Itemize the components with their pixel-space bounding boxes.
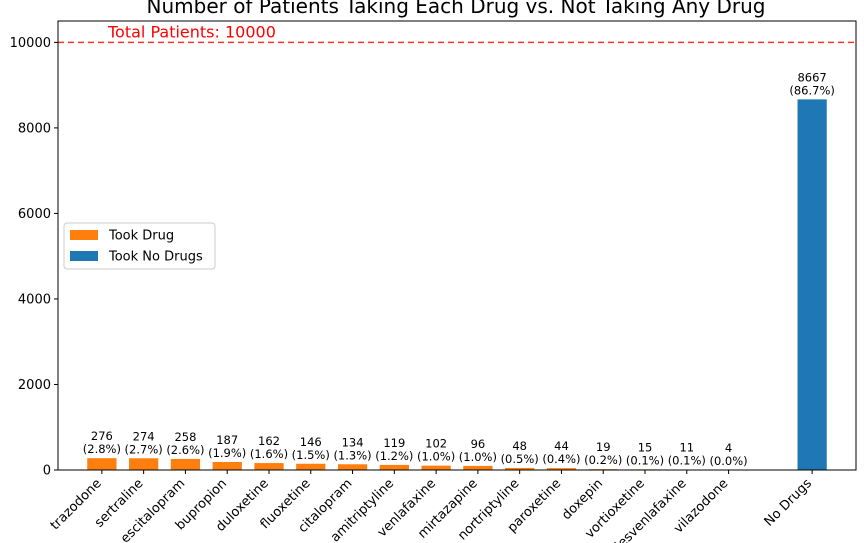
y-tick-label: 2000 — [18, 378, 51, 393]
bar-percent-label: (0.4%) — [542, 452, 580, 466]
bar-value-label: 8667 — [797, 70, 826, 84]
bar-percent-label: (2.6%) — [166, 443, 204, 457]
bar-value-label: 258 — [174, 430, 196, 444]
bar-mirtazapine — [463, 465, 493, 470]
bar-percent-label: (1.9%) — [208, 446, 246, 460]
bar-percent-label: (0.1%) — [668, 454, 706, 468]
bar-value-label: 119 — [383, 436, 405, 450]
y-tick-label: 8000 — [18, 121, 51, 136]
chart-title: Number of Patients Taking Each Drug vs. … — [147, 0, 766, 18]
bar-trazodone — [87, 458, 117, 470]
legend-label: Took No Drugs — [108, 250, 203, 265]
bar-value-label: 11 — [679, 441, 694, 455]
bar-percent-label: (1.0%) — [459, 450, 497, 464]
bar-percent-label: (0.2%) — [584, 453, 622, 467]
bar-value-label: 146 — [300, 435, 322, 449]
bar-value-label: 187 — [216, 433, 238, 447]
bar-percent-label: (1.2%) — [375, 449, 413, 463]
bar-venlafaxine — [421, 465, 451, 470]
legend-box — [63, 222, 216, 270]
bar-duloxetine — [254, 463, 284, 470]
y-tick-label: 4000 — [18, 292, 51, 307]
bar-value-label: 162 — [258, 434, 280, 448]
bar-percent-label: (1.5%) — [292, 448, 330, 462]
bar-percent-label: (0.1%) — [626, 453, 664, 467]
bar-bupropion — [212, 462, 242, 470]
legend: Took Drug Took No Drugs — [63, 222, 216, 270]
reference-line-label: Total Patients: 10000 — [107, 22, 276, 41]
plot-area: Total Patients: 10000 276(2.8%) 274(2.7%) 2… — [58, 22, 856, 470]
bar-value-label: 44 — [554, 439, 569, 453]
bar-percent-label: (0.0%) — [709, 454, 747, 468]
bar-value-label: 276 — [91, 429, 113, 443]
y-tick-label: 6000 — [18, 207, 51, 222]
plot-frame — [57, 20, 857, 471]
legend-swatch — [70, 251, 98, 261]
bar-amitriptyline — [379, 464, 409, 470]
x-tick-label: No Drugs — [762, 476, 815, 529]
bar-percent-label: (86.7%) — [789, 83, 835, 97]
legend-label: Took Drug — [108, 229, 174, 244]
bar-percent-label: (1.0%) — [417, 450, 455, 464]
bar-no-drugs — [797, 99, 827, 470]
bar-fluoxetine — [296, 463, 326, 470]
bar-value-label: 4 — [725, 441, 732, 455]
bar-paroxetine — [546, 468, 577, 470]
bar-percent-label: (0.5%) — [501, 452, 539, 466]
bar-escitalopram — [170, 458, 201, 470]
bar-percent-label: (2.8%) — [83, 442, 121, 456]
legend-swatch — [70, 230, 98, 240]
bar-percent-label: (1.3%) — [333, 448, 371, 462]
bar-percent-label: (1.6%) — [250, 447, 288, 461]
bar-value-label: 15 — [638, 440, 653, 454]
bar-value-label: 19 — [596, 440, 611, 454]
y-tick-label: 0 — [43, 464, 51, 479]
bar-value-label: 102 — [425, 437, 447, 451]
y-tick-label: 10000 — [10, 36, 51, 51]
bar-value-label: 48 — [512, 439, 527, 453]
bar-value-label: 274 — [133, 429, 155, 443]
bar-citalopram — [337, 464, 368, 470]
bar-percent-label: (2.7%) — [125, 442, 163, 456]
bar-value-label: 134 — [342, 435, 364, 449]
bar-value-label: 96 — [471, 437, 486, 451]
bar-nortriptyline — [505, 467, 535, 470]
bar-sertraline — [129, 458, 159, 470]
